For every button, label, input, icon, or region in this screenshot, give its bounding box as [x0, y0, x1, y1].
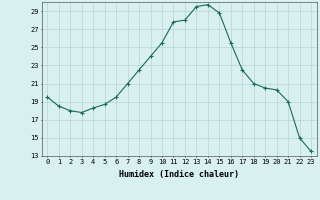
X-axis label: Humidex (Indice chaleur): Humidex (Indice chaleur) [119, 170, 239, 179]
